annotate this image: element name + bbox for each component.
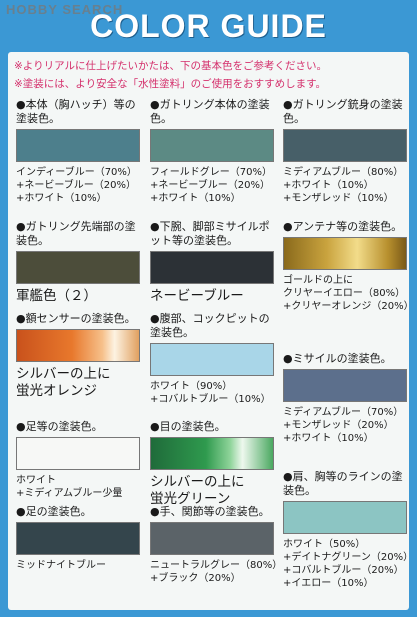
recipe-line: ミディアムブルー（70%） [283, 407, 404, 418]
recipe-line: +コバルトブルー（20%） [283, 565, 404, 576]
entry-heading: ●足等の塗装色。 [16, 420, 103, 433]
color-entry: ●足の塗装色。ミッドナイトブルー [16, 505, 144, 572]
color-name: シルバーの上に [150, 474, 245, 490]
entry-heading: ●アンテナ等の塗装色。 [283, 220, 403, 233]
entry-heading: ●下腕、脚部ミサイルポット等の塗装色。 [150, 220, 270, 247]
color-entry: ●ミサイルの塗装色。ミディアムブルー（70%） +モンザレッド（20%） +ホワイト… [283, 352, 411, 445]
color-swatch [283, 501, 407, 534]
recipe-line: フィールドグレー（70%） [150, 167, 273, 178]
color-swatch [283, 129, 407, 162]
color-swatch [16, 251, 140, 284]
recipe-line: +イエロー（10%） [283, 578, 374, 589]
color-swatch [16, 329, 140, 362]
color-entry: ●目の塗装色。シルバーの上に 蛍光グリーン [150, 420, 278, 508]
color-name: 蛍光グリーン [150, 491, 231, 507]
entry-heading: ●ガトリング本体の塗装色。 [150, 98, 270, 125]
color-entry: ●ガトリング銃身の塗装色。ミディアムブルー（80%） +ホワイト（10%） +モンザ… [283, 98, 411, 205]
color-entry: ●ガトリング本体の塗装色。フィールドグレー（70%） +ネービーブルー（20%） +… [150, 98, 278, 205]
title: COLOR GUIDE [90, 8, 327, 44]
recipe-line: +デイトナグリーン（20%） [283, 552, 414, 563]
color-entry: ●アンテナ等の塗装色。 ゴールドの上にクリヤーイエロー（80%） +クリヤーオレンジ… [283, 220, 414, 313]
entry-heading: ●足の塗装色。 [16, 505, 92, 518]
color-swatch [16, 129, 140, 162]
entry-heading: ●ガトリング銃身の塗装色。 [283, 98, 403, 125]
color-entry: ●足等の塗装色。 ホワイト +ミディアムブルー少量 [16, 420, 144, 500]
note: ※よりリアルに仕上げたいかたは、下の基本色をご参考ください。 [14, 60, 327, 72]
recipe-line: +ホワイト（10%） [283, 433, 374, 444]
color-swatch [283, 237, 407, 270]
color-entry: ●手、関節等の塗装色。ニュートラルグレー（80%） +ブラック（20%） [150, 505, 283, 585]
entry-heading: ●腹部、コックピットの塗装色。 [150, 312, 270, 339]
recipe-line: +ホワイト（10%） [150, 193, 241, 204]
recipe-line: +ネービーブルー（20%） [150, 180, 271, 191]
entry-heading: ●肩、胸等のラインの塗装色。 [283, 470, 403, 497]
color-name: 軍艦色（２） [16, 288, 97, 304]
entry-heading: ●ミサイルの塗装色。 [283, 352, 392, 365]
color-swatch [150, 343, 274, 376]
recipe-line: ホワイト（50%） [283, 539, 366, 550]
color-swatch [150, 437, 274, 470]
recipe-line: ゴールドの上に [283, 275, 353, 286]
recipe-line: +ミディアムブルー少量 [16, 488, 123, 499]
entry-heading: ●額センサーの塗装色。 [16, 312, 136, 325]
color-swatch [150, 129, 274, 162]
note: ※塗装には、より安全な「水性塗料」のご使用をおすすめします。 [14, 78, 327, 90]
color-entry: ●腹部、コックピットの塗装色。ホワイト（90%） +コバルトブルー（10%） [150, 312, 278, 406]
color-name: ネービーブルー [150, 288, 244, 304]
color-entry: ●肩、胸等のラインの塗装色。ホワイト（50%） +デイトナグリーン（20%） +コバ… [283, 470, 414, 590]
color-name: 蛍光オレンジ [16, 383, 97, 399]
recipe-line: +コバルトブルー（10%） [150, 394, 271, 405]
recipe-line: ホワイト [16, 475, 56, 486]
color-swatch [150, 251, 274, 284]
watermark: HOBBY SEARCH [6, 2, 124, 17]
entry-heading: ●手、関節等の塗装色。 [150, 505, 270, 518]
recipe-line: ホワイト（90%） [150, 381, 233, 392]
recipe-line: ミディアムブルー（80%） [283, 167, 404, 178]
recipe-line: クリヤーイエロー（80%） [283, 288, 406, 299]
entry-heading: ●ガトリング先端部の塗装色。 [16, 220, 136, 247]
color-swatch [16, 437, 140, 470]
color-entry: ●本体（胸ハッチ）等の塗装色。インディーブルー（70%） +ネービーブルー（20%… [16, 98, 144, 205]
recipe-line: +ホワイト（10%） [283, 180, 374, 191]
recipe-line: ミッドナイトブルー [16, 560, 106, 571]
color-swatch [150, 522, 274, 555]
color-entry: ●下腕、脚部ミサイルポット等の塗装色。ネービーブルー [150, 220, 278, 305]
color-swatch [283, 369, 407, 402]
recipe-line: +クリヤーオレンジ（20%） [283, 301, 414, 312]
recipe-line: ニュートラルグレー（80%） [150, 560, 283, 571]
recipe-line: +モンザレッド（20%） [283, 420, 394, 431]
color-entry: ●額センサーの塗装色。 シルバーの上に 蛍光オレンジ [16, 312, 144, 400]
recipe-line: +モンザレッド（10%） [283, 193, 394, 204]
entry-heading: ●本体（胸ハッチ）等の塗装色。 [16, 98, 136, 125]
recipe-line: +ネービーブルー（20%） [16, 180, 137, 191]
recipe-line: +ホワイト（10%） [16, 193, 107, 204]
color-entry: ●ガトリング先端部の塗装色。軍艦色（２） [16, 220, 144, 305]
color-name: シルバーの上に [16, 366, 111, 382]
recipe-line: インディーブルー（70%） [16, 167, 137, 178]
color-swatch [16, 522, 140, 555]
entry-heading: ●目の塗装色。 [150, 420, 226, 433]
recipe-line: +ブラック（20%） [150, 573, 241, 584]
